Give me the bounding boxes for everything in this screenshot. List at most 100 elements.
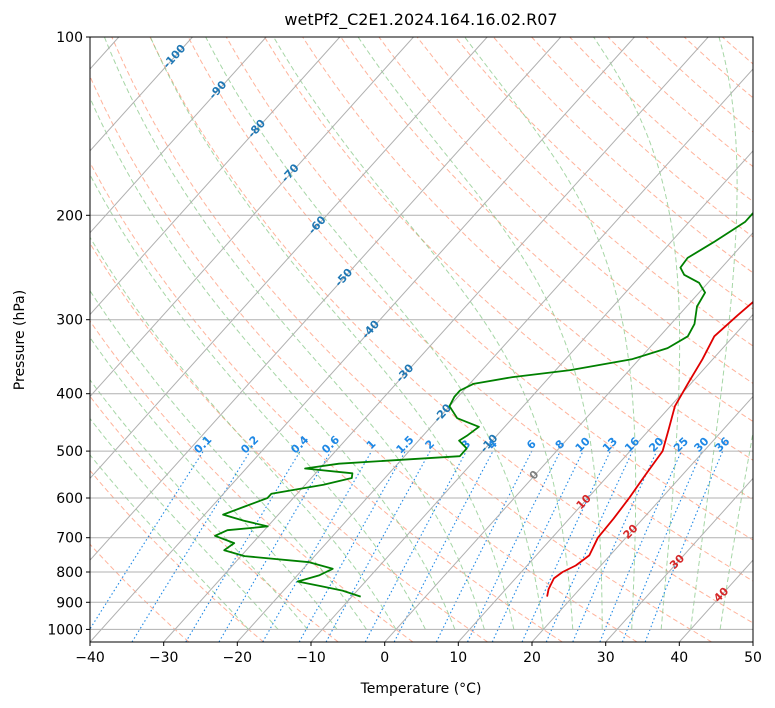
isotherm-line	[90, 37, 488, 480]
y-tick-label: 300	[56, 313, 83, 329]
dry-adiabat-line	[225, 37, 753, 541]
y-tick-label: 800	[56, 565, 83, 581]
isotherm-line	[310, 150, 753, 642]
x-tick-label: −20	[223, 650, 253, 666]
mixing-ratio-line	[621, 450, 703, 642]
isotherm-line	[236, 68, 753, 642]
x-tick-label: 20	[523, 650, 541, 666]
x-tick-label: 30	[597, 650, 615, 666]
mixing-ratio-line	[90, 450, 204, 630]
moist-adiabat-line	[357, 37, 603, 630]
dry-adiabat-line	[149, 37, 753, 624]
x-tick-label: 50	[744, 650, 762, 666]
y-tick-label: 500	[56, 444, 83, 460]
dry-adiabat-line	[264, 37, 753, 501]
y-axis: 100 200 300 400 500 600 700 800 900 1000	[47, 30, 90, 638]
mixing-ratio-line	[298, 450, 406, 642]
y-tick-label: 1000	[47, 622, 83, 638]
mixing-ratio-lines	[90, 450, 724, 642]
mixing-ratio-line	[644, 450, 724, 642]
isotherm-line	[90, 37, 193, 152]
isotherm-line	[605, 477, 753, 642]
x-axis-label: Temperature (°C)	[360, 681, 482, 697]
dry-adiabat-line	[90, 75, 638, 642]
x-tick-label: 0	[380, 650, 389, 666]
x-axis: −40 −30 −20 −10 0 10 20 30 40 50	[75, 642, 762, 666]
moist-adiabats	[90, 37, 753, 630]
mixing-ratio-label: 6	[524, 437, 539, 452]
mixing-ratio-label: 16	[622, 434, 642, 454]
isotherm-line	[90, 37, 267, 234]
y-tick-label: 700	[56, 531, 83, 547]
isotherm-line	[90, 37, 562, 561]
mixing-ratio-label: 13	[600, 435, 620, 455]
moist-adiabat-line	[719, 430, 753, 630]
dry-adiabat-line	[111, 37, 712, 642]
dry-adiabat-line	[90, 395, 339, 642]
moist-adiabat-line	[90, 417, 279, 630]
y-axis-label: Pressure (hPa)	[12, 290, 28, 390]
plot-frame	[89, 36, 754, 643]
moist-adiabat-line	[273, 37, 574, 630]
dry-adiabat-line	[416, 37, 753, 347]
x-tick-label: −30	[149, 650, 179, 666]
dry-adiabat-line	[683, 37, 753, 99]
pressure-gridlines	[90, 37, 753, 630]
isotherm-line	[90, 37, 341, 316]
x-tick-label: 40	[670, 650, 688, 666]
y-tick-label: 900	[56, 595, 83, 611]
moist-adiabat-line	[90, 173, 426, 630]
mixing-ratio-label: 1	[364, 437, 379, 452]
isotherms	[90, 37, 753, 642]
dry-adiabat-line	[761, 37, 775, 642]
dry-adiabat-line	[90, 320, 414, 642]
mixing-ratio-label: 0.1	[191, 433, 214, 456]
mixing-ratio-label: 8	[553, 437, 568, 452]
mixing-ratio-line	[599, 450, 682, 642]
moist-adiabat-line	[103, 37, 485, 630]
dry-adiabat-line	[607, 37, 753, 168]
isotherm-line	[90, 37, 635, 642]
mixing-ratio-line	[545, 450, 633, 642]
dry-adiabat-line	[90, 242, 488, 642]
temperature-line	[546, 300, 753, 597]
dry-adiabat-line	[378, 37, 753, 385]
sounding-series	[214, 211, 753, 598]
moist-adiabat-line	[90, 236, 397, 630]
dry-adiabat-line	[90, 469, 264, 642]
dewpoint-line	[214, 211, 753, 598]
moist-adiabat-line	[90, 454, 249, 630]
isotherm-line	[384, 232, 753, 642]
isotherm-line	[90, 37, 414, 398]
y-tick-label: 600	[56, 491, 83, 507]
moist-adiabat-line	[690, 37, 738, 630]
y-tick-label: 400	[56, 387, 83, 403]
mixing-ratio-line	[364, 450, 467, 642]
moist-adiabat-line	[464, 37, 637, 630]
dry-adiabats	[90, 37, 775, 642]
dry-adiabat-line	[454, 37, 753, 310]
dry-adiabat-line	[531, 37, 753, 238]
mixing-ratio-line	[325, 450, 431, 642]
mixing-ratio-line	[185, 450, 301, 642]
y-tick-label: 200	[56, 208, 83, 224]
dry-adiabat-line	[645, 37, 753, 133]
moist-adiabat-line	[90, 289, 367, 630]
isotherm-line	[752, 641, 753, 642]
dry-adiabat-line	[302, 37, 753, 461]
isotherm-line	[531, 395, 753, 642]
chart-title: wetPf2_C2E1.2024.164.16.02.R07	[284, 10, 557, 30]
x-tick-label: −40	[75, 650, 105, 666]
mixing-ratio-line	[572, 450, 658, 642]
x-tick-label: −10	[296, 650, 326, 666]
isopleth-labels: -100-90-80-70-60-50-40-30-20-100.1 0.2 0.4…	[160, 42, 732, 605]
x-tick-label: 10	[449, 650, 467, 666]
dry-adiabat-line	[187, 37, 753, 582]
isotherm-line	[457, 313, 753, 642]
mixing-ratio-line	[131, 450, 251, 642]
isotherm-line	[163, 37, 709, 642]
mixing-ratio-label: 0.6	[319, 433, 342, 456]
moist-adiabat-line	[149, 37, 515, 630]
y-tick-label: 100	[56, 30, 83, 46]
